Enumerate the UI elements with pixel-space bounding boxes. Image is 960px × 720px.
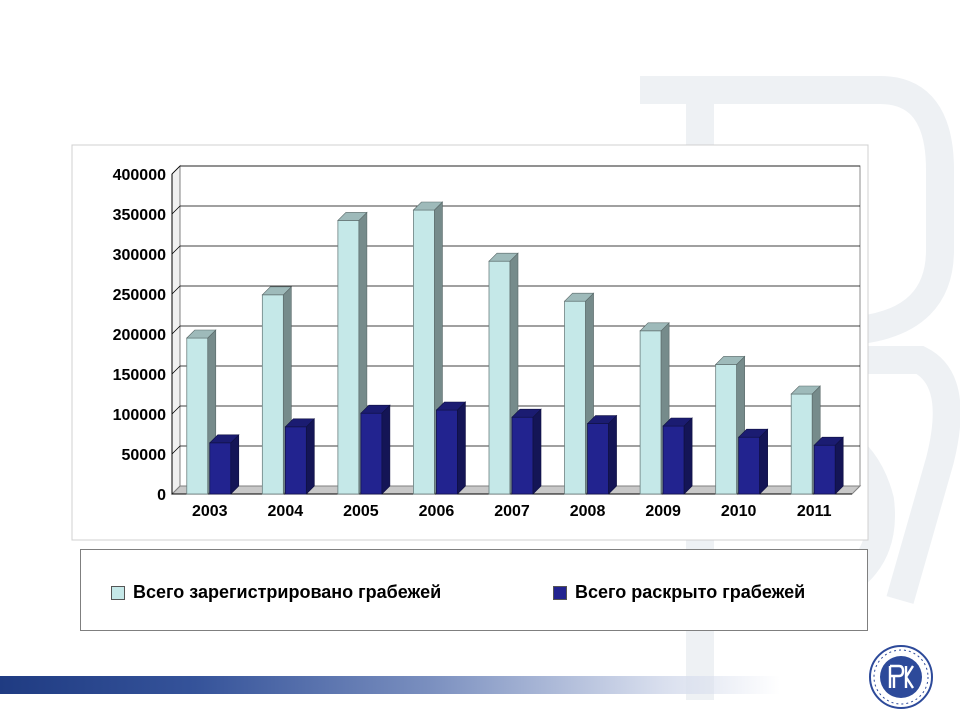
bar-side [834,436,844,495]
bar-front [813,444,836,495]
bar-registered-2003 [186,329,217,495]
bar-front [639,330,662,495]
bar-front [564,300,586,495]
gridline-depth [171,285,181,295]
x-tick-label-2011: 2011 [797,503,832,520]
bar-top [284,418,316,428]
y-tick-label: 300000 [113,247,166,264]
x-tick-label-2004: 2004 [268,503,304,520]
bar-top [737,428,769,438]
bar-front [511,416,534,495]
bar-top [662,417,693,427]
gridline-depth [171,245,181,255]
bar-registered-2007 [488,252,519,495]
bar-side [532,408,542,495]
bar-top [790,385,821,395]
bar-solved-2009 [662,417,693,495]
x-tick-label-2010: 2010 [721,503,757,520]
bar-solved-2010 [737,428,769,495]
bar-side [683,417,693,495]
bar-solved-2005 [360,404,391,495]
bars [186,201,844,495]
hse-university-logo-icon [869,645,933,709]
bar-top [813,436,844,446]
bar-solved-2007 [511,408,542,495]
tick-labels: 0 50000 100000 150000 200000 250000 300000 3500… [113,167,832,520]
x-tick-label-2008: 2008 [570,503,606,520]
bar-side [759,428,768,495]
x-tick-label-2005: 2005 [343,503,379,520]
y-tick-label: 400000 [113,167,166,184]
y-tick-label: 200000 [113,327,166,344]
bar-registered-2010 [714,355,746,495]
bar-front [715,363,738,495]
gridline-depth [171,165,181,175]
bar-top [412,201,444,211]
bar-side [381,404,391,495]
bar-top [639,322,670,332]
bar-front [488,260,511,495]
bar-front [738,436,761,495]
bar-top [209,434,240,444]
gridline-depth [171,205,181,215]
legend-item-solved: Всего раскрыто грабежей [553,582,805,603]
bar-solved-2006 [435,401,467,495]
legend-label-solved: Всего раскрыто грабежей [575,582,806,602]
y-tick-label: 150000 [113,367,166,384]
bar-side [230,434,240,495]
bar-side [306,418,315,495]
y-tick-label: 0 [157,487,166,504]
gridline-depth [171,405,181,415]
gridline-depth [171,325,181,335]
y-tick-label: 50000 [122,447,167,464]
bar-top [586,415,618,424]
bar-top [261,286,293,296]
bar-top [511,408,542,418]
bar-top [488,252,519,262]
bar-front [790,393,813,495]
bar-front [360,412,383,495]
bar-front [284,426,307,495]
y-tick-label: 350000 [113,207,166,224]
bar-front [413,209,435,495]
bar-front [209,442,232,495]
bar-side [457,401,466,495]
bar-front [436,409,458,495]
bar-top [186,329,217,339]
x-tick-label-2006: 2006 [419,503,455,520]
bar-solved-2003 [209,434,240,495]
bar-top [714,356,746,365]
legend-swatch-solved [553,585,567,600]
x-tick-label-2007: 2007 [494,503,530,520]
legend-swatch-registered [111,585,125,600]
bar-side [608,414,617,495]
bar-solved-2008 [586,414,618,495]
bar-solved-2011 [813,436,844,495]
y-tick-label: 250000 [113,287,166,304]
bar-top [435,401,467,411]
bar-top [337,212,368,221]
gridline-depth [171,365,181,375]
bar-solved-2004 [284,418,316,495]
x-tick-label-2003: 2003 [192,503,228,520]
bar-top [563,292,595,302]
x-tick-label-2009: 2009 [645,503,681,520]
bar-front [186,337,209,495]
bar-front [337,219,360,495]
legend-item-registered: Всего зарегистрировано грабежей [111,582,441,603]
footer-gradient-band [0,676,780,694]
bar-front [662,425,685,495]
bar-top [360,404,391,414]
bar-front [587,423,609,495]
y-tick-label: 100000 [113,407,166,424]
gridline-depth [171,445,181,455]
legend: Всего зарегистрировано грабежей Всего ра… [80,549,868,631]
bar-front [261,294,284,495]
legend-label-registered: Всего зарегистрировано грабежей [133,582,442,602]
bar-registered-2011 [790,385,821,495]
